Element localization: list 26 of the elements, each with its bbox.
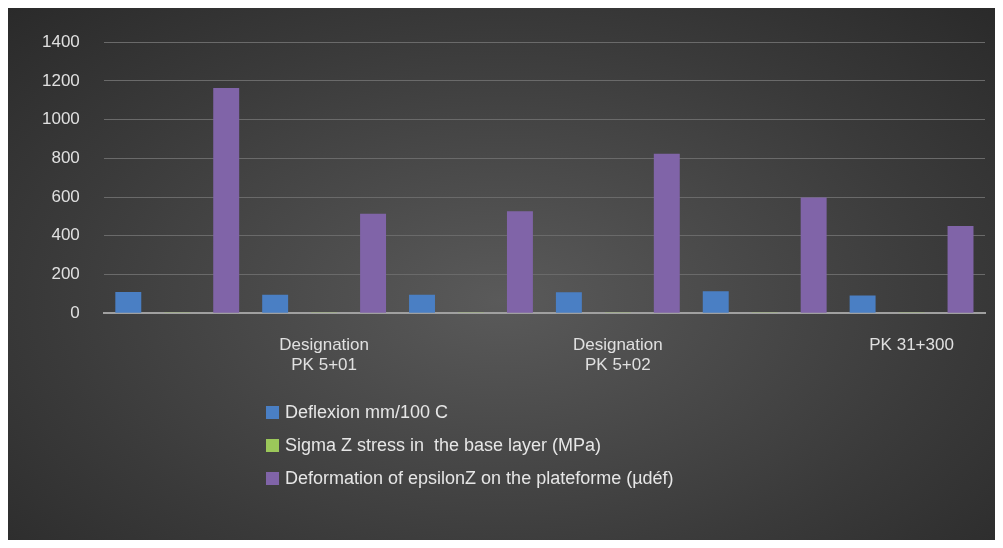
bar <box>262 294 289 313</box>
legend-label: Deflexion mm/100 C <box>285 402 449 423</box>
y-tick-label: 1400 <box>41 31 80 51</box>
bar <box>506 211 533 313</box>
bar <box>409 294 435 313</box>
bar <box>555 292 582 313</box>
legend-label: Deformation of epsilonZ on the plateforme (µdéf) <box>285 468 674 489</box>
bar <box>360 213 387 313</box>
bar <box>702 291 729 313</box>
y-tick-label: 0 <box>70 302 80 322</box>
y-tick-label: 1200 <box>41 70 80 90</box>
bar <box>213 88 240 313</box>
legend-label: Sigma Z stress in the base layer (MPa) <box>285 435 602 456</box>
bar <box>947 226 974 313</box>
bar <box>653 153 680 313</box>
bar <box>849 295 876 313</box>
y-tick-label: 200 <box>51 264 80 284</box>
y-tick-label: 800 <box>51 148 80 168</box>
x-tick-label: PK 31+300 <box>869 335 954 355</box>
y-tick-label: 600 <box>51 186 80 206</box>
bar <box>115 291 142 313</box>
y-tick-label: 400 <box>51 225 80 245</box>
x-tick-label: Designation PK 5+01 <box>279 335 369 375</box>
bar <box>800 197 827 313</box>
y-tick-label: 1000 <box>41 109 80 129</box>
x-tick-label: Designation PK 5+02 <box>572 335 663 375</box>
